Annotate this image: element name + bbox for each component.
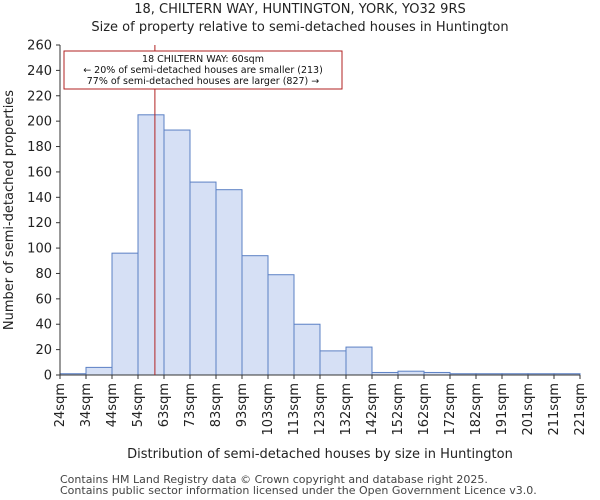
histogram-bar <box>319 350 347 376</box>
annotation-line-1: 18 CHILTERN WAY: 60sqm <box>142 54 264 65</box>
x-tick-label: 93sqm <box>235 383 250 427</box>
x-tick-label: 44sqm <box>105 383 120 427</box>
histogram-bar <box>293 323 321 376</box>
x-tick-label: 123sqm <box>313 383 328 436</box>
x-tick-label: 221sqm <box>573 383 588 436</box>
y-tick-label: 60 <box>35 292 52 307</box>
y-tick-label: 100 <box>27 242 52 257</box>
histogram-bar <box>85 366 113 376</box>
chart-title: 18, CHILTERN WAY, HUNTINGTON, YORK, YO32… <box>134 2 466 17</box>
histogram-bar <box>215 189 243 376</box>
y-axis-label: Number of semi-detached properties <box>2 90 17 330</box>
histogram-bar <box>111 252 139 376</box>
footer-line-1: Contains HM Land Registry data © Crown c… <box>60 473 488 486</box>
histogram-bar <box>397 370 425 376</box>
annotation-box: 18 CHILTERN WAY: 60sqm ← 20% of semi-det… <box>63 50 343 90</box>
x-tick-label: 172sqm <box>443 383 458 436</box>
histogram-bar <box>267 274 295 376</box>
x-tick-label: 24sqm <box>53 383 68 427</box>
x-tick-label: 201sqm <box>521 383 536 436</box>
y-tick-label: 260 <box>27 39 52 54</box>
x-tick-label: 63sqm <box>157 383 172 427</box>
x-tick-label: 142sqm <box>365 383 380 436</box>
x-tick-label: 132sqm <box>339 383 354 436</box>
histogram-bar <box>345 346 373 376</box>
x-tick-label: 113sqm <box>287 383 302 436</box>
y-tick-label: 0 <box>44 369 52 384</box>
y-tick-label: 220 <box>27 89 52 104</box>
x-tick-label: 152sqm <box>391 383 406 436</box>
histogram-bar <box>163 129 191 376</box>
histogram-bar <box>137 114 165 376</box>
x-tick-label: 211sqm <box>547 383 562 436</box>
x-tick-label: 54sqm <box>131 383 146 427</box>
x-tick-label: 182sqm <box>469 383 484 436</box>
chart-subtitle: Size of property relative to semi-detach… <box>91 20 509 35</box>
y-tick-label: 180 <box>27 140 52 155</box>
footer-line-2: Contains public sector information licen… <box>60 484 537 497</box>
x-tick-label: 191sqm <box>495 383 510 436</box>
y-tick-label: 240 <box>27 64 52 79</box>
x-tick-label: 73sqm <box>183 383 198 427</box>
annotation-line-2: ← 20% of semi-detached houses are smalle… <box>83 65 323 76</box>
y-tick-label: 80 <box>35 267 52 282</box>
x-axis-label: Distribution of semi-detached houses by … <box>127 447 513 462</box>
y-tick-label: 20 <box>35 343 52 358</box>
annotation-line-3: 77% of semi-detached houses are larger (… <box>87 76 320 87</box>
x-tick-label: 103sqm <box>261 383 276 436</box>
x-tick-label: 83sqm <box>209 383 224 427</box>
y-tick-label: 200 <box>27 115 52 130</box>
x-tick-label: 34sqm <box>79 383 94 427</box>
x-tick-label: 162sqm <box>417 383 432 436</box>
histogram-bar <box>241 255 269 376</box>
y-tick-label: 120 <box>27 216 52 231</box>
y-tick-label: 40 <box>35 318 52 333</box>
y-tick-label: 160 <box>27 165 52 180</box>
histogram-bar <box>189 181 217 376</box>
y-tick-label: 140 <box>27 191 52 206</box>
